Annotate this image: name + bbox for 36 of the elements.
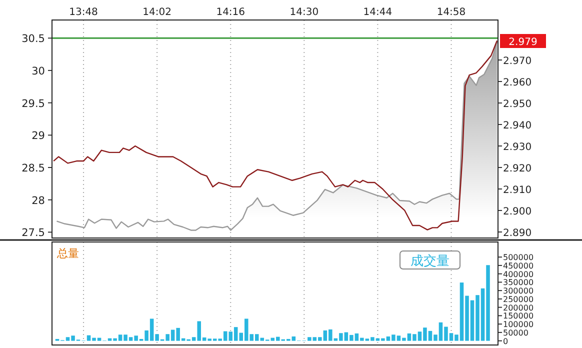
y2-tick-label: 2.950 [503, 98, 532, 110]
y2-tick-label: 0 [503, 336, 508, 346]
text: 2.979 [508, 37, 538, 48]
y2-tick-label: 2.910 [503, 184, 532, 196]
y2-tick-label: 2.930 [503, 142, 532, 153]
y-tick-label: 29 [32, 130, 45, 142]
y-tick-label: 30.5 [22, 33, 45, 46]
y-tick-label: 27.5 [22, 227, 45, 240]
y2-tick-label: 150000 [503, 312, 534, 321]
y2-tick-label: 2.960 [503, 77, 532, 88]
y-tick-label: 28.5 [22, 162, 45, 174]
y2-tick-label: 350000 [503, 278, 534, 288]
x-tick-label: 14:58 [436, 7, 466, 18]
y2-tick-label: 500000 [503, 253, 534, 262]
y2-tick-label: 250000 [503, 294, 534, 304]
y2-tick-label: 200000 [503, 303, 534, 312]
x-tick-label: 14:44 [363, 7, 392, 18]
y-tick-label: 29.5 [22, 98, 45, 110]
y2-tick-label: 2.940 [503, 120, 532, 132]
x-tick-label: 13:48 [69, 7, 98, 18]
y2-tick-label: 2.970 [503, 56, 532, 67]
y2-tick-label: 2.900 [503, 206, 532, 218]
y2-tick-label: 50000 [503, 328, 528, 338]
y2-tick-label: 2.920 [503, 163, 532, 174]
y2-tick-label: 400000 [503, 270, 534, 279]
y-tick-label: 30 [32, 65, 45, 78]
y2-tick-label: 450000 [503, 261, 534, 270]
x-tick-label: 14:02 [142, 7, 172, 18]
annotation: 总量 [56, 247, 79, 260]
y2-tick-label: 2.890 [503, 228, 532, 239]
x-tick-label: 14:16 [216, 7, 246, 18]
y2-tick-label: 100000 [503, 320, 534, 330]
y-tick-label: 28 [32, 194, 45, 207]
series-label: 成交量 [410, 253, 450, 269]
x-tick-label: 14:30 [290, 7, 319, 18]
y2-tick-label: 300000 [503, 286, 534, 296]
